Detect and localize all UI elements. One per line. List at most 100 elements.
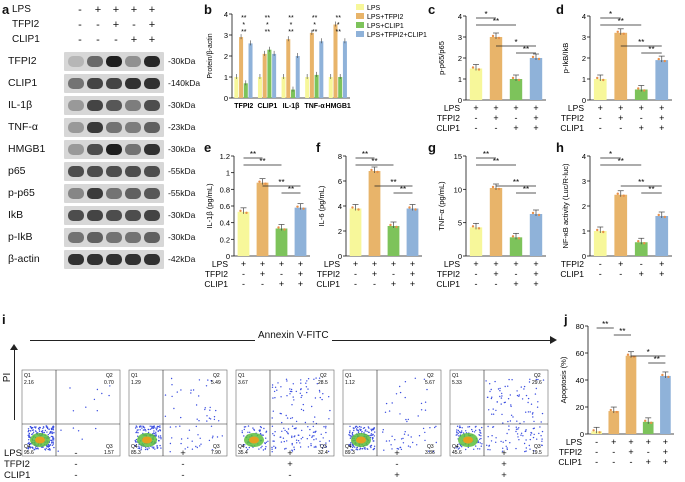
facs-treatment-sign: + [180, 448, 186, 459]
event-dot [306, 391, 308, 394]
event-dot [291, 417, 294, 419]
event-dot [311, 405, 313, 408]
event-dot [291, 450, 294, 452]
blot-band [125, 122, 141, 133]
event-dot [156, 446, 158, 448]
treatment-sign: - [612, 457, 615, 467]
event-dot [150, 427, 153, 429]
event-dot [507, 420, 509, 423]
legend-label: LPS [367, 5, 381, 12]
event-dot [328, 440, 331, 442]
event-dot [52, 439, 54, 441]
treatment-label: TFPI2 [561, 113, 584, 123]
event-dot [517, 436, 519, 438]
event-dot [159, 429, 161, 431]
event-dot [309, 428, 311, 431]
bar [262, 53, 267, 98]
q2-name: Q2 [106, 373, 113, 379]
event-dot [533, 427, 535, 429]
event-dot [403, 433, 406, 435]
event-dot [198, 379, 201, 381]
event-dot [49, 431, 51, 434]
event-dot [374, 431, 376, 433]
sig-mark: ** [493, 17, 499, 26]
event-dot [244, 426, 247, 428]
blot-band [125, 188, 141, 199]
panel-label-e: e [204, 140, 212, 155]
blot-band [68, 188, 84, 199]
treatment-sign: + [628, 447, 633, 457]
sig-mark: * [514, 38, 517, 47]
blot-band [68, 254, 84, 265]
facs-treatment-sign: + [287, 459, 293, 470]
blot-band [106, 254, 122, 265]
event-dot [491, 396, 493, 398]
treatment-sign: - [475, 279, 478, 289]
event-dot [409, 446, 411, 448]
event-dot [52, 441, 54, 443]
y-tick-label: 0.2 [220, 235, 230, 244]
treatment-label: CLIP1 [560, 269, 584, 279]
event-dot [271, 446, 273, 449]
sig-mark: ** [250, 150, 256, 159]
event-dot [312, 421, 315, 423]
panel-label-d: d [556, 2, 564, 17]
event-dot [140, 449, 142, 451]
data-point [598, 431, 601, 434]
bar [368, 171, 381, 256]
event-dot [49, 444, 52, 446]
data-point [650, 421, 653, 425]
treatment-label: CLIP1 [560, 123, 584, 133]
data-point [389, 223, 392, 227]
event-dot [49, 449, 51, 451]
event-dot [496, 401, 498, 403]
event-dot [352, 445, 354, 447]
data-point [616, 192, 619, 195]
event-dot [355, 448, 357, 451]
treatment-sign: + [646, 437, 651, 447]
treatment-label: LPS [212, 259, 228, 269]
event-dot [305, 382, 307, 384]
panel-label-c: c [428, 2, 436, 17]
event-dot [243, 428, 245, 431]
event-dot [212, 435, 214, 437]
q4-value: 85.3 [131, 450, 141, 456]
event-dot [522, 435, 524, 437]
event-dot [307, 446, 310, 448]
treatment-sign: + [611, 437, 616, 447]
event-dot [96, 388, 99, 391]
event-dot [28, 441, 30, 444]
event-dot [533, 433, 535, 436]
event-dot [302, 436, 304, 439]
blot-band [125, 232, 141, 243]
y-tick-label: 1 [224, 73, 228, 82]
event-dot [27, 442, 29, 445]
event-dot [260, 426, 262, 429]
facs-treatment-sign: - [395, 459, 399, 470]
blot-band [144, 100, 160, 111]
event-dot [293, 427, 296, 430]
y-tick-label: 1 [582, 75, 586, 84]
event-dot [348, 434, 350, 436]
sig-mark: ** [259, 157, 265, 166]
event-dot [364, 430, 366, 432]
event-dot [369, 434, 372, 436]
sig-mark: * [266, 22, 269, 29]
event-dot [264, 448, 267, 450]
blot-treatment-lps: LPS [12, 4, 31, 15]
sig-mark: ** [493, 157, 499, 166]
event-dot [537, 378, 539, 381]
event-dot [93, 398, 96, 401]
data-point [537, 213, 541, 217]
event-dot [349, 437, 352, 439]
event-dot [329, 409, 331, 412]
treatment-sign: - [612, 447, 615, 457]
population-center [249, 436, 259, 444]
event-dot [260, 447, 262, 449]
event-dot [491, 435, 493, 437]
event-dot [152, 427, 154, 430]
bar [529, 214, 543, 256]
event-dot [357, 426, 359, 429]
y-axis-label: Apoptosis (%) [559, 356, 568, 403]
bar [634, 89, 648, 100]
